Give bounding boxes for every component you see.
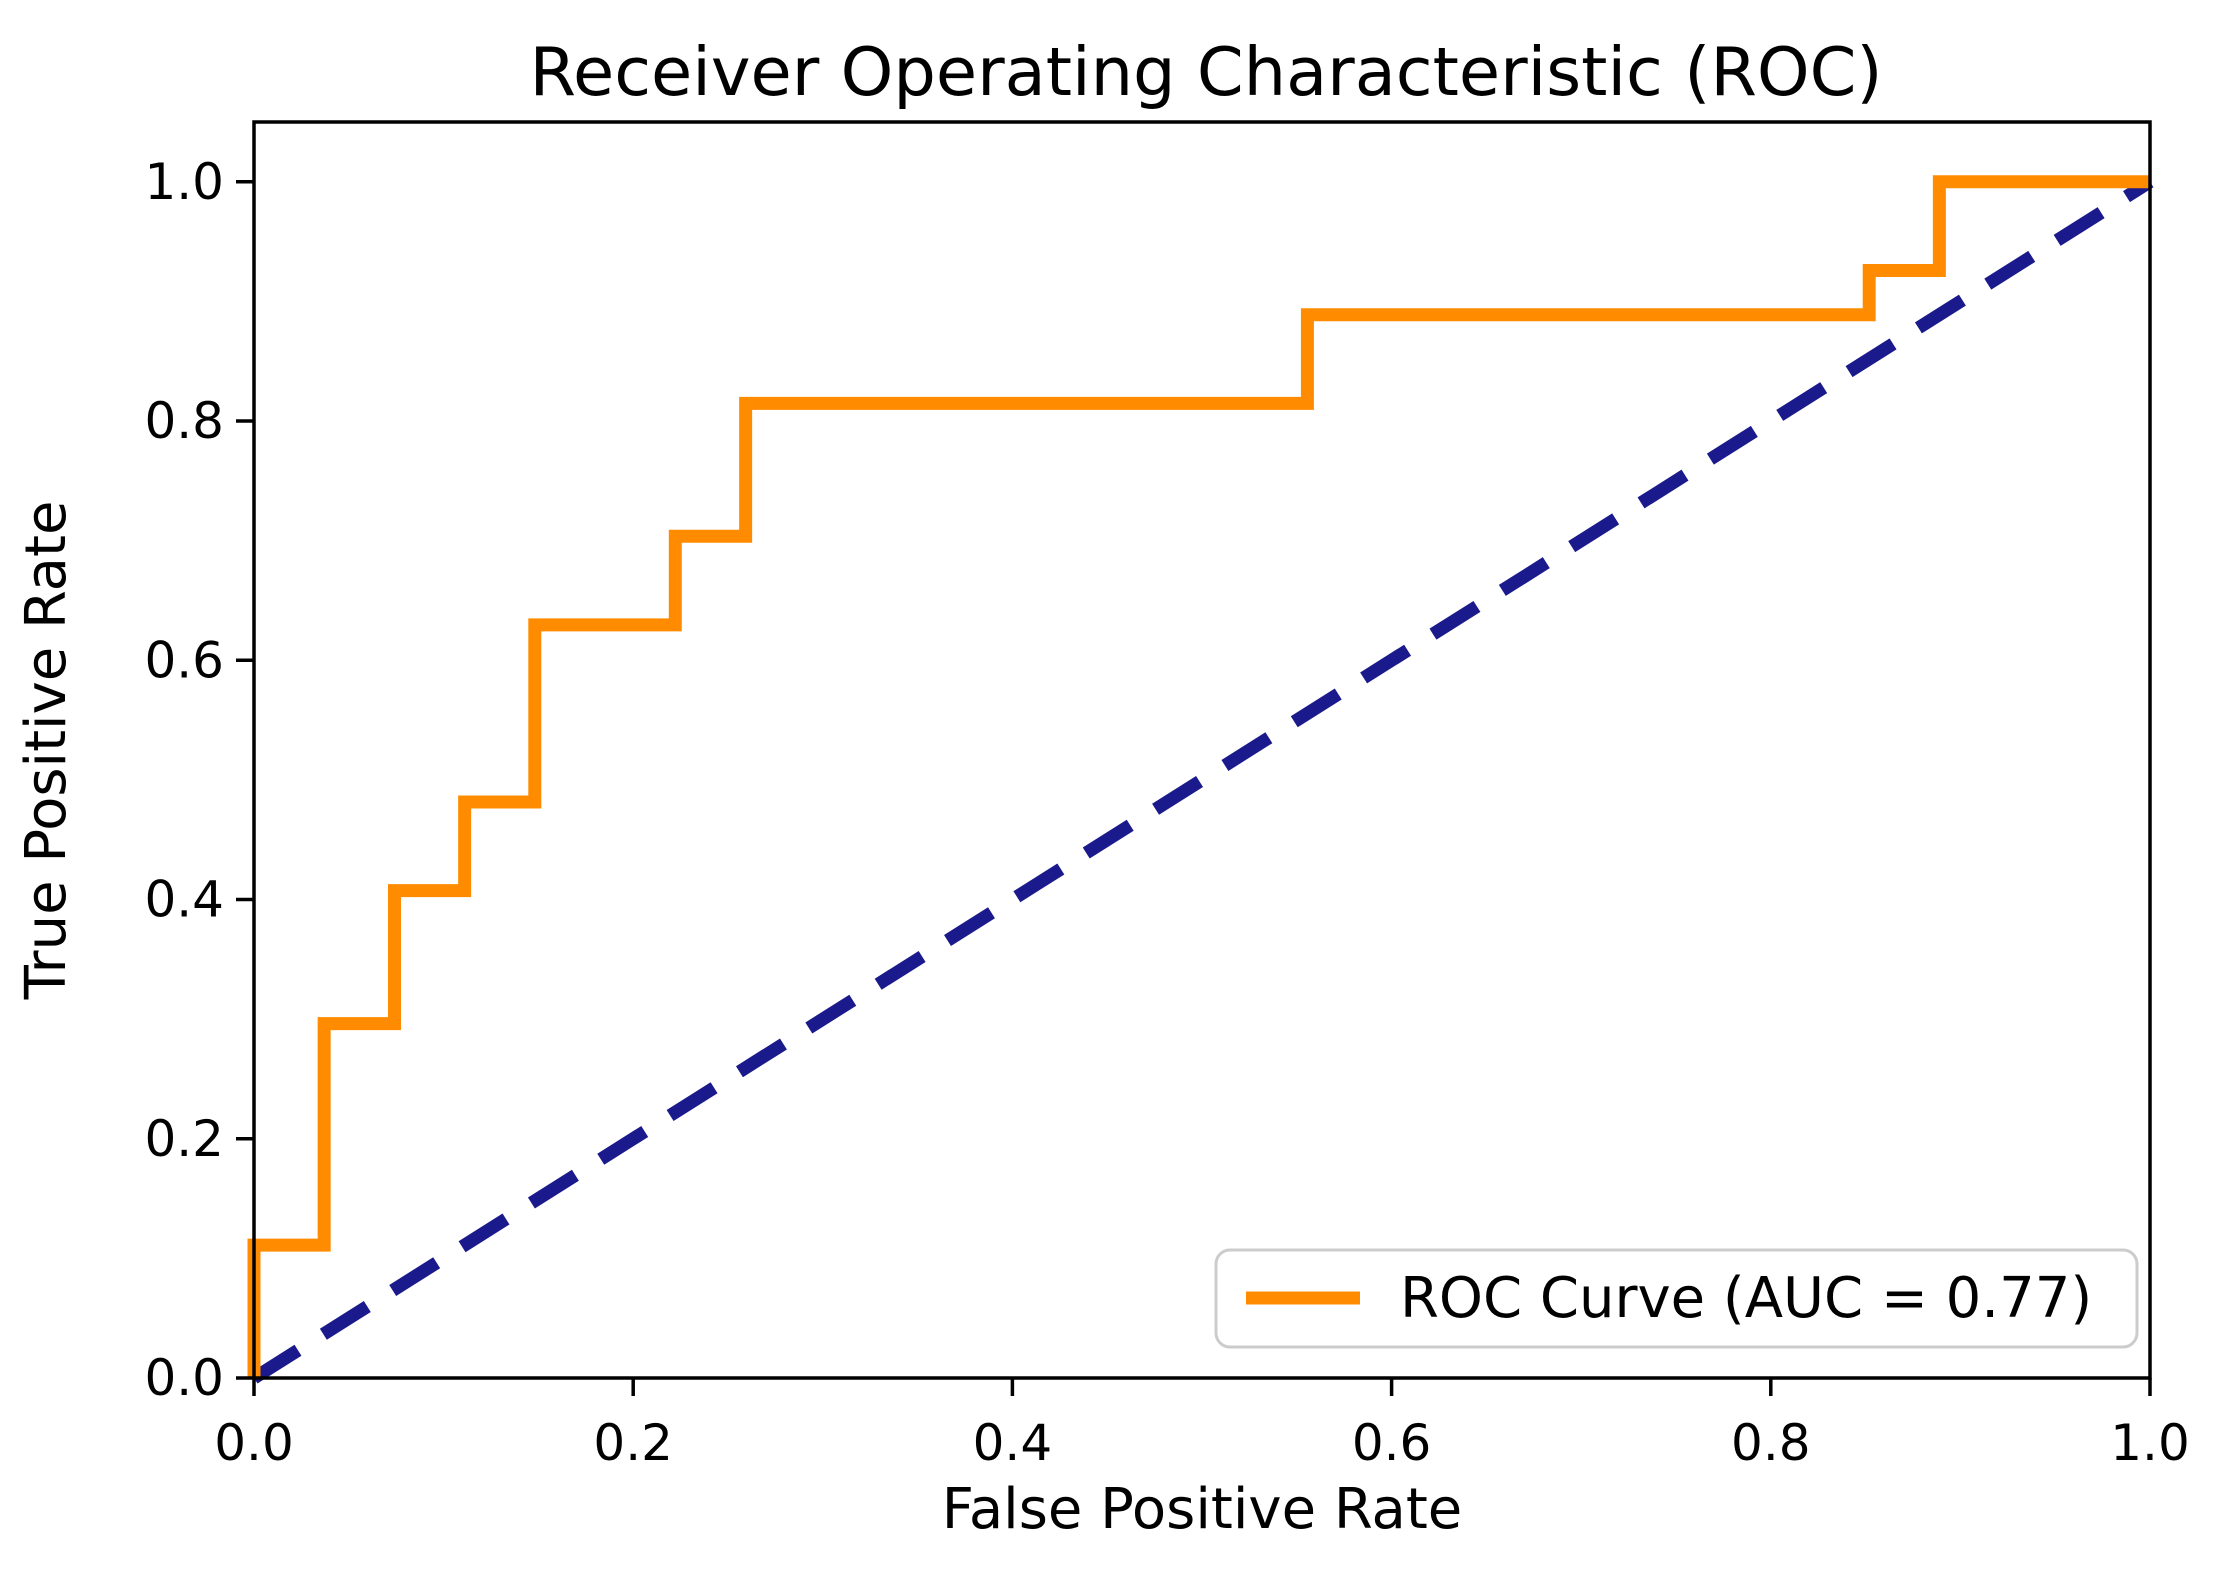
- x-tick-label: 0.8: [1731, 1414, 1811, 1472]
- y-tick-label: 0.0: [144, 1349, 224, 1407]
- y-tick-label: 0.6: [144, 631, 224, 689]
- y-tick-label: 0.8: [144, 392, 224, 450]
- y-tick-label: 0.4: [144, 871, 224, 929]
- roc-curve-line: [247, 175, 2150, 1378]
- x-tick-label: 0.6: [1352, 1414, 1432, 1472]
- plot-area: 0.0 0.2 0.4 0.6 0.8 1.0 0.0 0.2 0.4 0.6 0.8 1.0: [144, 120, 2190, 1472]
- legend-box: [1214, 1248, 2139, 1349]
- x-axis-label: False Positive Rate: [942, 1477, 1462, 1542]
- y-tick-label: 0.2: [144, 1110, 224, 1168]
- chart-title: Receiver Operating Characteristic (ROC): [529, 33, 1882, 111]
- plot-border: [252, 120, 2152, 1380]
- legend-label: ROC Curve (AUC = 0.77): [1400, 1266, 2092, 1331]
- legend: ROC Curve (AUC = 0.77): [1214, 1248, 2139, 1349]
- x-tick-label: 0.0: [214, 1414, 294, 1472]
- x-tick-label: 0.4: [973, 1414, 1053, 1472]
- x-tick-label: 1.0: [2110, 1414, 2190, 1472]
- diagonal-reference-line: [250, 176, 2154, 1384]
- y-axis-label: True Positive Rate: [14, 501, 79, 1001]
- y-tick-label: 1.0: [144, 153, 224, 211]
- x-tick-label: 0.2: [593, 1414, 673, 1472]
